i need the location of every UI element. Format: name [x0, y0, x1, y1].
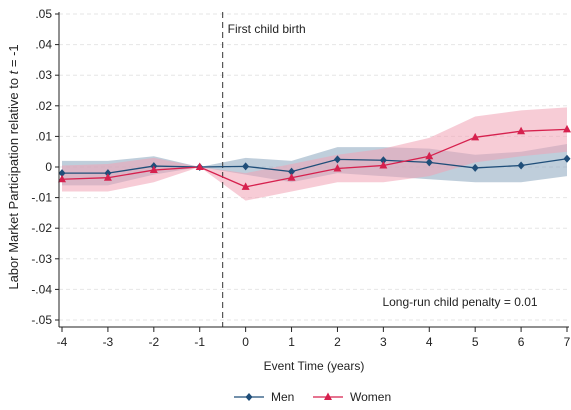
- data-point: [379, 160, 388, 169]
- y-tick-label: .05: [35, 7, 52, 21]
- y-tick-label: -.02: [31, 221, 52, 235]
- gridlines: [59, 13, 569, 321]
- y-tick-label: -.05: [31, 313, 52, 327]
- legend: Men Women: [234, 390, 391, 404]
- data-point: [58, 174, 66, 183]
- legend-marker: [245, 393, 253, 401]
- confidence-band: [62, 107, 567, 201]
- annotation-text: Long-run child penalty = 0.01: [382, 295, 537, 309]
- data-point: [563, 154, 571, 163]
- data-point: [287, 173, 296, 181]
- x-tick-label: 1: [288, 335, 295, 349]
- legend-label: Men: [271, 390, 294, 404]
- legend-marker: [324, 392, 332, 400]
- y-tick-label: .03: [35, 68, 52, 82]
- x-tick-label: -3: [103, 335, 114, 349]
- data-point: [517, 161, 525, 170]
- x-tick-label: -1: [194, 335, 205, 349]
- y-tick-label: -.04: [31, 282, 52, 296]
- data-point: [333, 164, 342, 172]
- data-point: [563, 124, 571, 133]
- data-point: [104, 169, 112, 178]
- y-tick-label: -.03: [31, 252, 52, 266]
- y-tick-label: .01: [35, 129, 52, 143]
- data-point: [471, 132, 480, 141]
- series-line: [61, 128, 568, 188]
- event-line-label: First child birth: [228, 22, 306, 36]
- x-tick-label: 3: [380, 335, 387, 349]
- data-point: [288, 167, 296, 176]
- data-point: [517, 126, 526, 135]
- x-tick-label: 6: [518, 335, 525, 349]
- x-tick-label: 0: [242, 335, 249, 349]
- x-tick-label: 4: [426, 335, 433, 349]
- y-axis-label-suffix: = -1: [6, 44, 21, 70]
- tick-labels: .05 .04 .03 .02 .01 0 -.01 -.02 -.03 -.04 -.05 -4 -3…: [31, 7, 570, 349]
- data-point: [58, 169, 66, 178]
- series-line: [62, 158, 568, 174]
- x-tick-label: 2: [334, 335, 341, 349]
- y-tick-label: -.01: [31, 191, 52, 205]
- data-point: [425, 151, 434, 160]
- data-point: [379, 156, 387, 165]
- y-axis-label-variable: t: [6, 69, 21, 74]
- confidence-bands: [62, 107, 567, 201]
- legend-label: Women: [350, 390, 391, 404]
- x-tick-label: -2: [148, 335, 159, 349]
- y-tick-label: 0: [45, 160, 52, 174]
- data-point: [242, 162, 250, 171]
- data-point: [425, 158, 433, 167]
- axes: [55, 12, 569, 332]
- x-tick-label: -4: [57, 335, 68, 349]
- data-point: [195, 162, 204, 170]
- series-markers: [58, 124, 571, 190]
- series-lines: [61, 128, 568, 188]
- y-tick-label: .02: [35, 99, 52, 113]
- x-axis-label: Event Time (years): [264, 359, 365, 373]
- y-axis-label-text: Labor Market Participation relative to: [6, 74, 21, 289]
- data-point: [333, 155, 341, 164]
- data-point: [471, 163, 479, 172]
- data-point: [149, 165, 158, 174]
- data-point: [103, 173, 112, 181]
- x-tick-label: 7: [564, 335, 571, 349]
- y-axis-label: Labor Market Participation relative to t…: [6, 44, 21, 289]
- data-point: [241, 182, 250, 190]
- y-tick-label: .04: [35, 38, 52, 52]
- x-tick-label: 5: [472, 335, 479, 349]
